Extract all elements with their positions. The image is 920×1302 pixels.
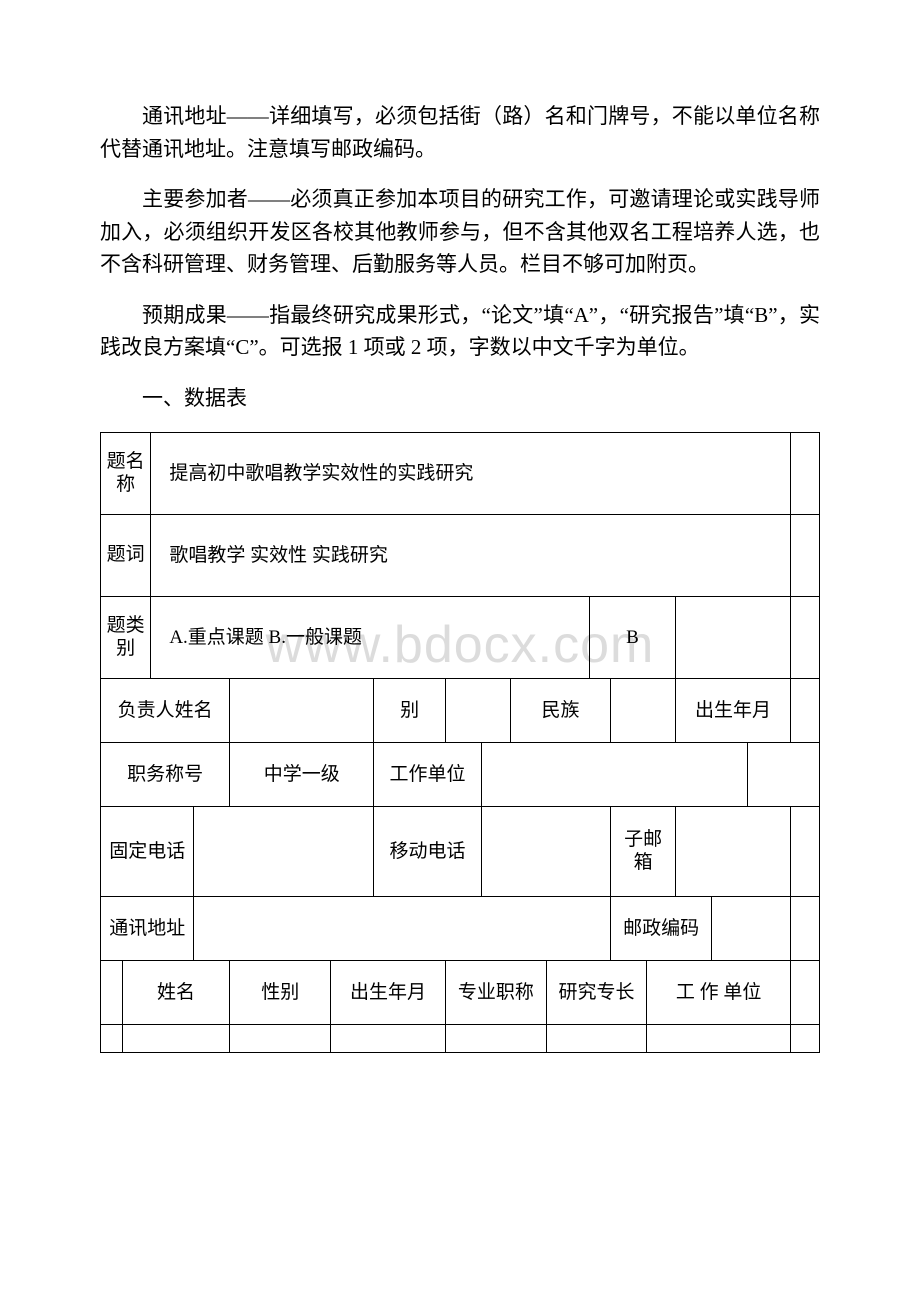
table-row: 题类别 A.重点课题 B.一般课题 B <box>101 597 820 679</box>
table-row: 职务称号 中学一级 工作单位 <box>101 743 820 807</box>
cell-blank <box>791 807 820 897</box>
value-title-rank: 中学一级 <box>230 743 374 807</box>
value-category-options: A.重点课题 B.一般课题 <box>151 597 589 679</box>
paragraph-address: 通讯地址——详细填写，必须包括街（路）名和门牌号，不能以单位名称代替通讯地址。注… <box>100 100 820 165</box>
header-birth: 出生年月 <box>331 961 446 1025</box>
value-gender <box>446 679 511 743</box>
header-name: 姓名 <box>122 961 230 1025</box>
header-unit: 工 作 单位 <box>647 961 791 1025</box>
label-phone-fixed: 固定电话 <box>101 807 194 897</box>
value-title: 提高初中歌唱教学实效性的实践研究 <box>151 433 791 515</box>
label-keywords: 题词 <box>101 515 151 597</box>
cell-blank <box>791 897 820 961</box>
label-work-unit: 工作单位 <box>374 743 482 807</box>
table-row: 姓名 性别 出生年月 专业职称 研究专长 工 作 单位 <box>101 961 820 1025</box>
section-heading: 一、数据表 <box>100 382 820 415</box>
document-content: 通讯地址——详细填写，必须包括街（路）名和门牌号，不能以单位名称代替通讯地址。注… <box>100 100 820 1053</box>
label-gender: 别 <box>374 679 446 743</box>
cell-blank <box>101 1025 123 1053</box>
cell-blank <box>331 1025 446 1053</box>
value-birth <box>791 679 820 743</box>
table-row: 通讯地址 邮政编码 <box>101 897 820 961</box>
label-birth: 出生年月 <box>676 679 791 743</box>
cell-blank <box>747 743 819 807</box>
label-postcode: 邮政编码 <box>611 897 712 961</box>
cell-blank <box>122 1025 230 1053</box>
cell-blank <box>791 433 820 515</box>
value-leader-name <box>230 679 374 743</box>
label-category: 题类别 <box>101 597 151 679</box>
cell-blank <box>791 1025 820 1053</box>
value-address <box>194 897 611 961</box>
value-postcode <box>711 897 790 961</box>
table-row: 题词 歌唱教学 实效性 实践研究 <box>101 515 820 597</box>
cell-blank <box>546 1025 647 1053</box>
paragraph-participants: 主要参加者——必须真正参加本项目的研究工作，可邀请理论或实践导师加入，必须组织开… <box>100 183 820 281</box>
label-phone-mobile: 移动电话 <box>374 807 482 897</box>
label-ethnicity: 民族 <box>510 679 611 743</box>
value-ethnicity <box>611 679 676 743</box>
cell-blank <box>791 515 820 597</box>
value-keywords: 歌唱教学 实效性 实践研究 <box>151 515 791 597</box>
value-category-selected: B <box>589 597 675 679</box>
cell-blank <box>791 961 820 1025</box>
header-specialty: 研究专长 <box>546 961 647 1025</box>
header-gender: 性别 <box>230 961 331 1025</box>
value-email <box>676 807 791 897</box>
table-row: 固定电话 移动电话 子邮箱 <box>101 807 820 897</box>
cell-blank <box>647 1025 791 1053</box>
table-row: 负责人姓名 别 民族 出生年月 <box>101 679 820 743</box>
label-address: 通讯地址 <box>101 897 194 961</box>
label-title-rank: 职务称号 <box>101 743 230 807</box>
cell-blank <box>101 961 123 1025</box>
value-phone-fixed <box>194 807 374 897</box>
paragraph-outcome: 预期成果——指最终研究成果形式，“论文”填“A”，“研究报告”填“B”，实践改良… <box>100 299 820 364</box>
cell-blank <box>230 1025 331 1053</box>
cell-blank <box>676 597 791 679</box>
label-email: 子邮箱 <box>611 807 676 897</box>
value-work-unit <box>481 743 747 807</box>
header-major: 专业职称 <box>446 961 547 1025</box>
cell-blank <box>791 597 820 679</box>
data-table: 题名称 提高初中歌唱教学实效性的实践研究 题词 歌唱教学 实效性 实践研究 题类… <box>100 432 820 1053</box>
table-row <box>101 1025 820 1053</box>
value-phone-mobile <box>481 807 610 897</box>
table-row: 题名称 提高初中歌唱教学实效性的实践研究 <box>101 433 820 515</box>
label-leader-name: 负责人姓名 <box>101 679 230 743</box>
label-title: 题名称 <box>101 433 151 515</box>
cell-blank <box>446 1025 547 1053</box>
